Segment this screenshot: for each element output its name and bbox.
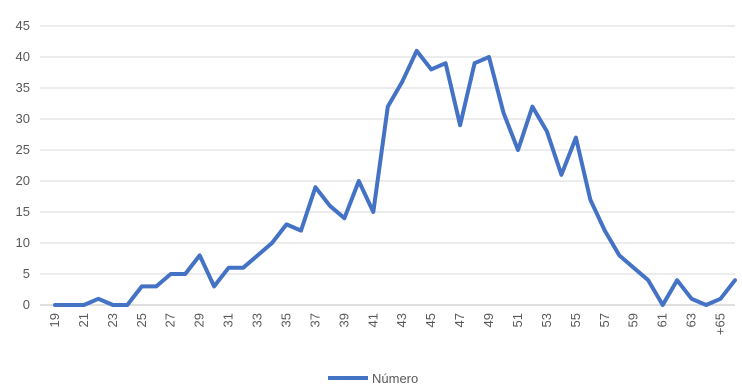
- x-tick-label: 33: [250, 313, 265, 327]
- x-tick-label: 23: [105, 313, 120, 327]
- x-tick-label: 21: [76, 313, 91, 327]
- x-tick-label: 43: [394, 313, 409, 327]
- x-tick-label: 47: [452, 313, 467, 327]
- x-tick-label: 53: [539, 313, 554, 327]
- y-tick-label: 20: [16, 173, 30, 188]
- x-tick-label: 27: [163, 313, 178, 327]
- y-tick-label: 5: [23, 266, 30, 281]
- x-tick-label: 35: [278, 313, 293, 327]
- y-tick-label: 25: [16, 142, 30, 157]
- y-tick-label: 30: [16, 111, 30, 126]
- y-tick-label: 40: [16, 49, 30, 64]
- x-tick-label: 41: [365, 313, 380, 327]
- y-tick-label: 15: [16, 204, 30, 219]
- series-line: [53, 48, 737, 307]
- x-tick-label: 39: [336, 313, 351, 327]
- x-tick-label: 31: [221, 313, 236, 327]
- y-axis-tick-labels: 0 5 10 15 20 25 30 35 40 45: [16, 18, 30, 312]
- x-tick-label: 29: [192, 313, 207, 327]
- gridlines: [40, 25, 735, 275]
- legend-label: Número: [372, 371, 418, 385]
- x-tick-label: 37: [307, 313, 322, 327]
- x-tick-label: 63: [684, 313, 699, 327]
- series-group: [53, 48, 737, 307]
- x-tick-label: +65: [713, 313, 728, 335]
- x-tick-label: 49: [481, 313, 496, 327]
- x-tick-label: 45: [423, 313, 438, 327]
- x-tick-label: 19: [47, 313, 62, 327]
- legend: Número: [328, 371, 418, 385]
- x-tick-label: 25: [134, 313, 149, 327]
- x-tick-label: 55: [568, 313, 583, 327]
- y-tick-label: 35: [16, 80, 30, 95]
- y-tick-label: 45: [16, 18, 30, 33]
- x-tick-label: 51: [510, 313, 525, 327]
- x-tick-label: 61: [655, 313, 670, 327]
- x-axis-tick-labels: 19 21 23 25 27 29 31 33 35 37 39 41 43 45 47 49 51 53 55 57…: [47, 313, 728, 335]
- y-tick-label: 0: [23, 297, 30, 312]
- y-tick-label: 10: [16, 235, 30, 250]
- x-tick-label: 57: [597, 313, 612, 327]
- x-tick-label: 59: [626, 313, 641, 327]
